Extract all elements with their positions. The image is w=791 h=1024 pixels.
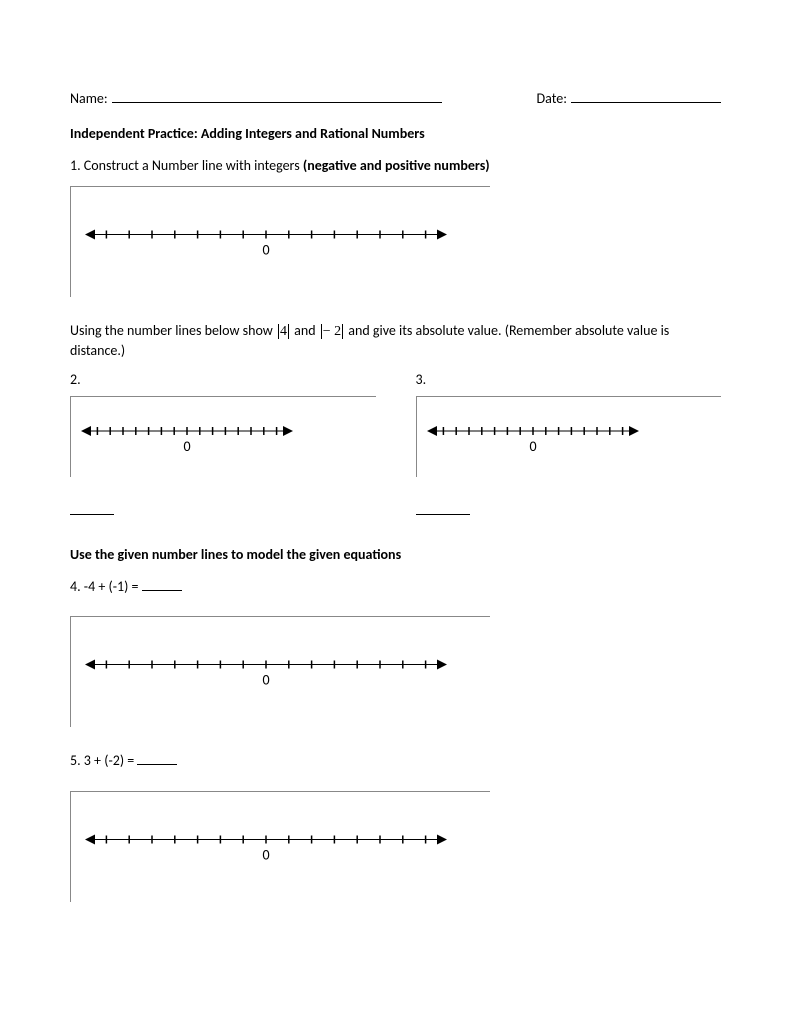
q4-answer-blank[interactable]	[142, 590, 182, 591]
q2-answer-blank[interactable]	[70, 514, 114, 515]
name-blank[interactable]	[112, 102, 442, 103]
q3-number: 3.	[416, 371, 722, 388]
q1-prefix: 1. Construct a Number line with integers	[70, 157, 303, 174]
numberline-3: 0	[423, 417, 643, 457]
worksheet-title: Independent Practice: Adding Integers an…	[70, 125, 721, 142]
numberline-5-box: 0	[70, 791, 490, 902]
question-3-col: 3. 0	[416, 371, 722, 520]
section-2-title: Use the given number lines to model the …	[70, 546, 721, 563]
svg-text:0: 0	[262, 241, 269, 258]
question-4: 4. -4 + (-1) =	[70, 577, 721, 597]
numberline-4-box: 0	[70, 616, 490, 727]
q1-bold: (negative and positive numbers)	[303, 157, 490, 174]
date-label: Date:	[537, 90, 567, 107]
numberline-2-box: 0	[70, 396, 376, 477]
date-field: Date:	[537, 90, 721, 107]
name-field: Name:	[70, 90, 442, 107]
numberline-5: 0	[81, 822, 451, 872]
numberline-4: 0	[81, 647, 451, 697]
svg-text:0: 0	[262, 846, 269, 863]
numberline-3-box: 0	[416, 396, 722, 477]
q2-number: 2.	[70, 371, 376, 388]
svg-text:0: 0	[183, 438, 190, 455]
questions-2-3-row: 2. 0 3. 0	[70, 371, 721, 520]
header-row: Name: Date:	[70, 90, 721, 107]
abs-value-1: 4	[278, 324, 289, 339]
abs-value-2: − 2	[321, 324, 343, 339]
q5-answer-blank[interactable]	[137, 764, 177, 765]
abs-mid: and	[291, 322, 319, 339]
question-2-col: 2. 0	[70, 371, 376, 520]
question-1: 1. Construct a Number line with integers…	[70, 156, 721, 176]
worksheet-page: Name: Date: Independent Practice: Adding…	[0, 0, 791, 1024]
q4-text: 4. -4 + (-1) =	[70, 578, 142, 595]
q5-text: 5. 3 + (-2) =	[70, 752, 137, 769]
svg-text:0: 0	[262, 672, 269, 689]
numberline-1: 0	[81, 217, 451, 267]
abs-instruction: Using the number lines below show 4 and …	[70, 321, 721, 361]
numberline-2: 0	[77, 417, 297, 457]
numberline-1-box: 0	[70, 186, 490, 297]
svg-text:0: 0	[529, 438, 536, 455]
abs-pre: Using the number lines below show	[70, 322, 276, 339]
question-5: 5. 3 + (-2) =	[70, 751, 721, 771]
name-label: Name:	[70, 90, 108, 107]
q3-answer-blank[interactable]	[416, 514, 470, 515]
date-blank[interactable]	[571, 102, 721, 103]
